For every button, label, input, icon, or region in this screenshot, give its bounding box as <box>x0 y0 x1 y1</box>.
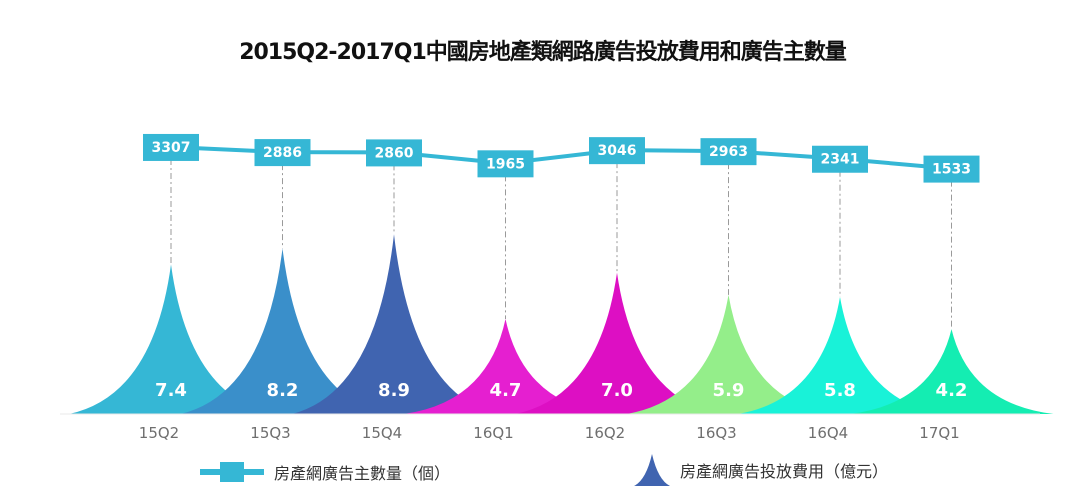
legend-peak-icon <box>634 454 670 486</box>
x-tick-labels: 15Q2 15Q3 15Q4 16Q1 16Q2 16Q3 16Q4 17Q1 <box>139 424 960 442</box>
peak-15Q2 <box>69 264 273 414</box>
x-tick-16Q1: 16Q1 <box>473 424 513 442</box>
dash-layer <box>170 158 952 330</box>
peak-value-17Q1: 4.2 <box>936 380 968 401</box>
x-tick-16Q4: 16Q4 <box>808 424 848 442</box>
peak-value-16Q2: 7.0 <box>601 380 633 401</box>
x-tick-16Q2: 16Q2 <box>585 424 625 442</box>
x-tick-17Q1: 17Q1 <box>919 424 959 442</box>
x-tick-15Q3: 15Q3 <box>250 424 290 442</box>
peak-value-15Q4: 8.9 <box>378 380 410 401</box>
line-value-16Q2: 3046 <box>598 143 637 159</box>
line-marker-15Q2 <box>143 133 199 161</box>
peak-16Q2 <box>515 272 719 414</box>
legend-line-label: 房產網廣告主數量（個） <box>274 464 451 483</box>
peak-15Q3 <box>180 248 385 414</box>
peak-16Q1 <box>403 319 608 414</box>
chart-title: 2015Q2-2017Q1中國房地產類網路廣告投放費用和廣告主數量 <box>239 40 847 65</box>
peak-17Q1 <box>849 329 1054 414</box>
line-value-15Q3: 2886 <box>263 145 302 161</box>
line-value-17Q1: 1533 <box>932 162 971 178</box>
legend-peak: 房產網廣告投放費用（億元） <box>632 452 888 488</box>
line-value-16Q4: 2341 <box>821 152 860 168</box>
x-tick-15Q4: 15Q4 <box>362 424 402 442</box>
x-tick-15Q2: 15Q2 <box>139 424 179 442</box>
peak-16Q4 <box>738 296 942 414</box>
line-marker-16Q3 <box>700 138 757 166</box>
legend-line: 房產網廣告主數量（個） <box>198 460 450 484</box>
line-value-15Q2: 3307 <box>152 140 191 156</box>
x-tick-16Q3: 16Q3 <box>696 424 736 442</box>
peak-15Q4 <box>292 234 496 414</box>
peaks-layer: 7.4 8.2 8.9 4.7 7.0 5.9 5.8 4.2 <box>69 234 1054 414</box>
peak-value-16Q1: 4.7 <box>490 380 522 401</box>
peak-value-15Q3: 8.2 <box>267 380 299 401</box>
legend-peak-label: 房產網廣告投放費用（億元） <box>680 462 889 481</box>
legend-line-icon <box>200 462 264 482</box>
line-layer: 3307 2886 2860 1965 3046 2963 2341 1533 <box>143 133 980 183</box>
line-value-16Q3: 2963 <box>709 144 748 160</box>
peak-value-15Q2: 7.4 <box>155 380 187 401</box>
line-marker-16Q4 <box>812 145 868 173</box>
line-value-15Q4: 2860 <box>375 145 414 161</box>
line-value-16Q1: 1965 <box>486 156 525 172</box>
line-marker-17Q1 <box>923 155 980 183</box>
line-marker-16Q1 <box>477 150 534 178</box>
peak-value-16Q4: 5.8 <box>824 380 856 401</box>
peak-16Q3 <box>626 294 831 414</box>
peak-value-16Q3: 5.9 <box>713 380 745 401</box>
line-marker-16Q2 <box>589 137 645 165</box>
line-marker-15Q4 <box>366 139 422 167</box>
line-marker-15Q3 <box>254 139 311 167</box>
